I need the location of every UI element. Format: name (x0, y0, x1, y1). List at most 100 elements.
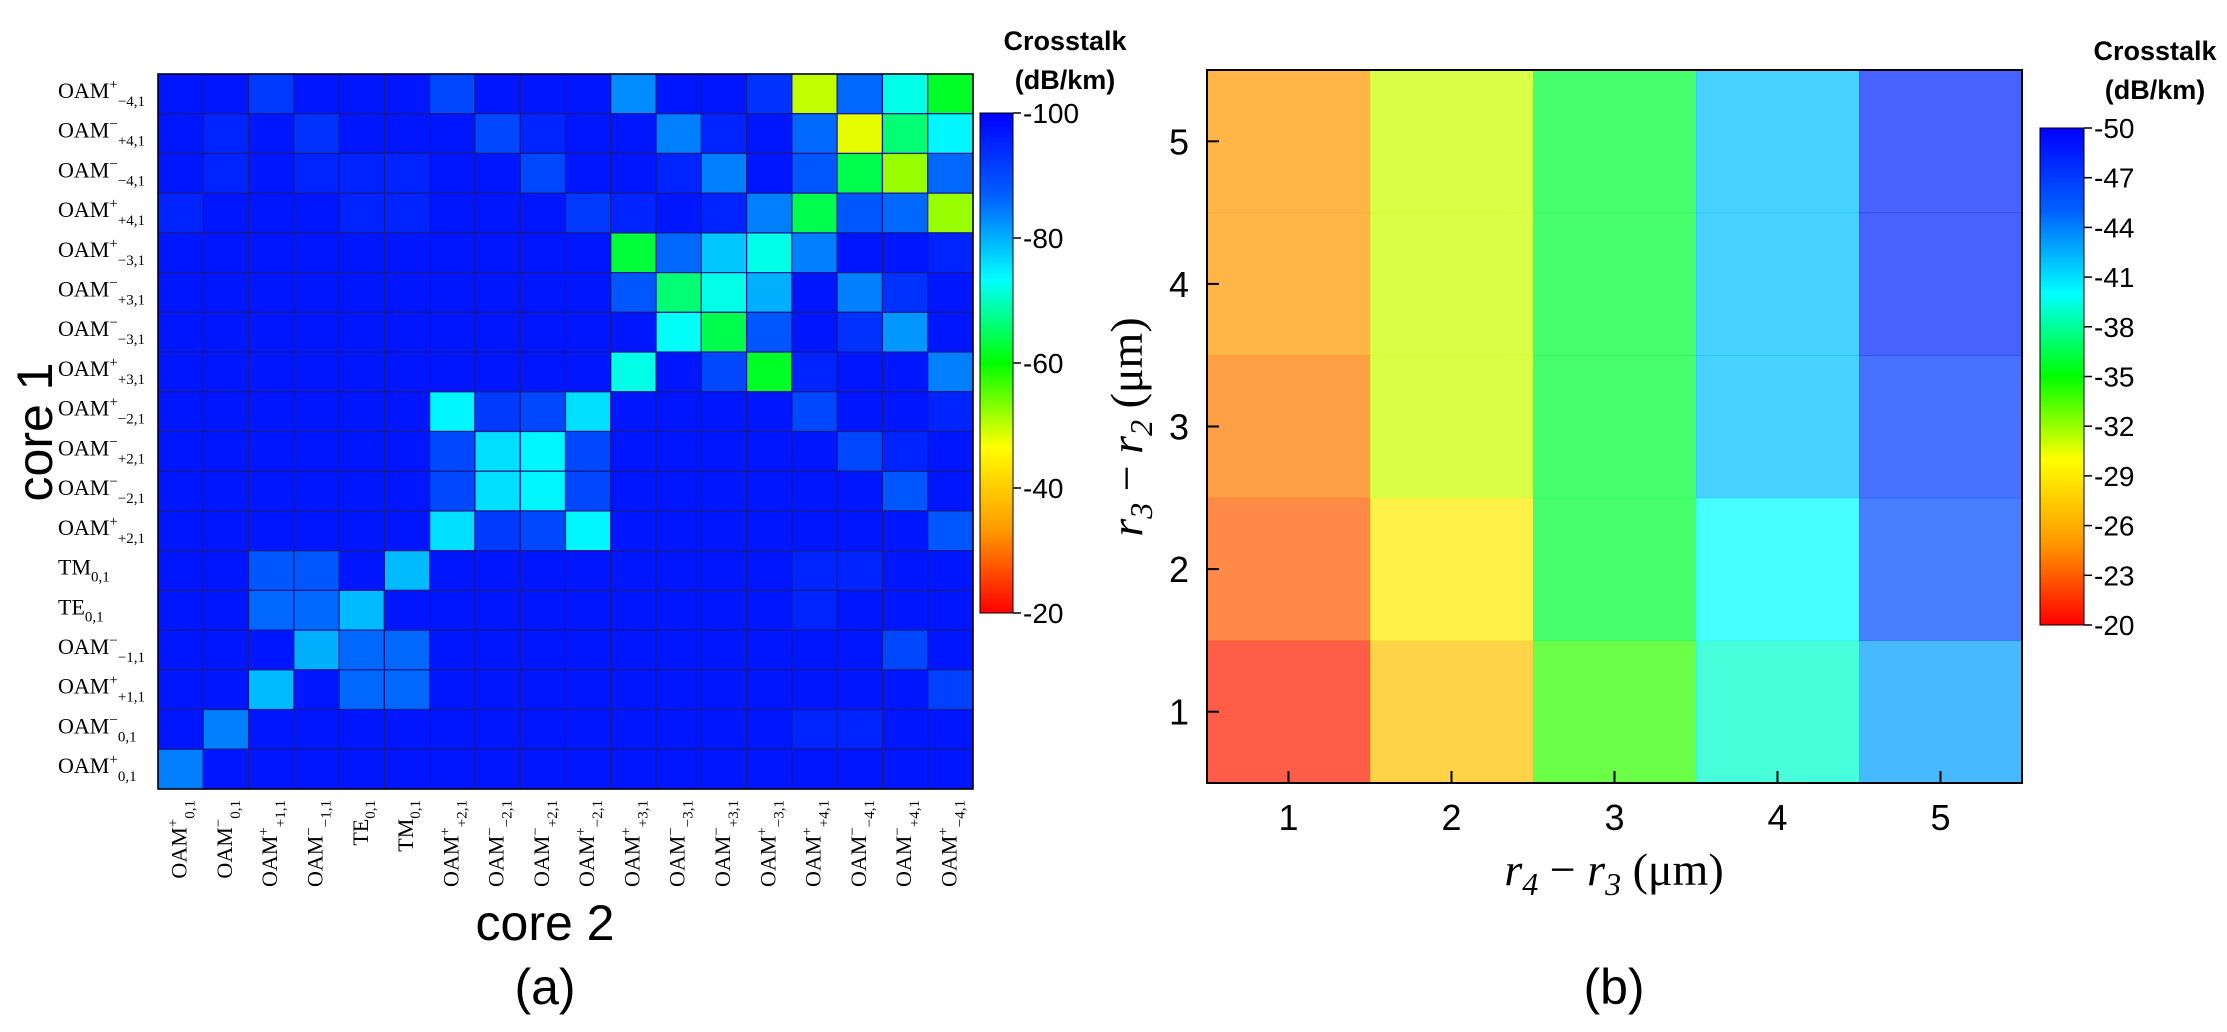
heatmap-a-cell (293, 351, 340, 393)
heatmap-a-cell (247, 510, 295, 552)
heatmap-a-cell (429, 391, 476, 433)
heatmap-a-cell (610, 708, 657, 750)
heatmap-a-cell (700, 748, 748, 790)
heatmap-a-cell (157, 430, 204, 472)
heatmap-a-cell (610, 589, 657, 631)
heatmap-a-cell (157, 192, 204, 234)
heatmap-a-cell (746, 708, 793, 750)
heatmap-a-cell (655, 708, 702, 750)
heatmap-a-cell (881, 311, 929, 353)
heatmap-a-cell (157, 748, 204, 790)
heatmap-a-cell (202, 391, 250, 433)
panel-b: 1 2 3 4 5 1 2 3 4 5 r4 − r3 (μm) r3 − r2 (μm) (b)… (1101, 36, 2218, 1015)
heatmap-a-cell (791, 510, 838, 552)
x-tick-label-a: OAM−−1,1 (301, 800, 334, 887)
heatmap-a-cell (791, 550, 838, 591)
heatmap-a-cell (293, 232, 340, 274)
heatmap-a-cell (247, 232, 295, 274)
heatmap-a-cell (927, 669, 974, 711)
colorbar-b-tick-label: -38 (2094, 312, 2134, 343)
heatmap-a-cell (791, 391, 838, 433)
heatmap-a-cell (338, 192, 385, 234)
colorbar-a: Crosstalk (dB/km) -100 -80 -60 -40 -20 (979, 26, 1128, 629)
heatmap-a-cell (247, 351, 295, 393)
heatmap-a-cell (247, 748, 295, 790)
heatmap-a-cell (746, 430, 793, 472)
heatmap-a-cell (519, 311, 567, 353)
heatmap-a-cell (202, 430, 250, 472)
heatmap-a-cell (474, 311, 521, 353)
y-tick-label-a: OAM++3,1 (58, 355, 145, 388)
heatmap-a-cell (247, 430, 295, 472)
heatmap-a-cell (383, 152, 431, 194)
heatmap-a-cell (429, 232, 476, 274)
heatmap-a-cell (746, 192, 793, 234)
heatmap-a-cell (700, 629, 748, 671)
heatmap-a-cell (293, 192, 340, 234)
heatmap-a-cell (293, 73, 340, 115)
heatmap-a-cell (519, 550, 567, 591)
y-tick-label-a: OAM++4,1 (58, 196, 145, 229)
heatmap-a-cell (927, 73, 974, 115)
heatmap-a-cell (564, 232, 612, 274)
heatmap-a-cell (519, 351, 567, 393)
heatmap-a-cell (927, 708, 974, 750)
heatmap-a-cell (610, 232, 657, 274)
heatmap-a-cell (519, 113, 567, 155)
heatmap-a-cell (519, 152, 567, 194)
heatmap-a-cell (836, 550, 884, 591)
heatmap-a-cell (927, 192, 974, 234)
heatmap-a-cell (881, 589, 929, 631)
heatmap-a-cell (519, 391, 567, 433)
heatmap-a-cell (746, 669, 793, 711)
heatmap-a-cell (791, 311, 838, 353)
heatmap-a-cell (746, 470, 793, 512)
heatmap-a-cell (655, 232, 702, 274)
heatmap-a-cell (293, 708, 340, 750)
heatmap-a-cell (293, 669, 340, 711)
heatmap-a-cell (746, 311, 793, 353)
heatmap-a-cell (610, 311, 657, 353)
heatmap-a-cell (836, 391, 884, 433)
heatmap-a-cell (746, 550, 793, 591)
x-tick-label-a: OAM+−2,1 (573, 800, 606, 887)
heatmap-a-cell (157, 73, 204, 115)
x-tick-label-a: OAM−−3,1 (664, 800, 697, 887)
heatmap-a-cell (881, 113, 929, 155)
heatmap-a-cell (881, 629, 929, 671)
colorbar-b-tick-label: -26 (2094, 511, 2134, 542)
heatmap-a-cell (474, 232, 521, 274)
y-axis-title-a: core 1 (7, 363, 63, 502)
heatmap-a-cell (610, 351, 657, 393)
heatmap-a-cell (700, 510, 748, 552)
heatmap-a-cell (791, 232, 838, 274)
heatmap-a-cell (157, 152, 204, 194)
heatmap-b-cell (1533, 355, 1697, 499)
heatmap-a-cell (655, 470, 702, 512)
x-tick-label-b: 1 (1278, 797, 1298, 838)
heatmap-a-cell (338, 113, 385, 155)
heatmap-a-cell (791, 351, 838, 393)
heatmap-a-cell (338, 73, 385, 115)
heatmap-a-cell (881, 152, 929, 194)
colorbar-b-tick-label: -41 (2094, 262, 2134, 293)
heatmap-b-cell (1370, 70, 1534, 214)
y-tick-label-b: 3 (1169, 407, 1189, 448)
y-tick-label-a: OAM−+2,1 (58, 434, 145, 467)
heatmap-a-cell (338, 748, 385, 790)
heatmap-a-cell (429, 589, 476, 631)
heatmap-a-cell (429, 430, 476, 472)
colorbar-b-ticks: -50 -47 -44 -41 -38 -35 -32 -29 -26 -23 -20 (2084, 113, 2134, 641)
heatmap-a-cell (836, 311, 884, 353)
heatmap-a-cell (519, 629, 567, 671)
heatmap-a-cell (202, 113, 250, 155)
y-axis-title-b: r3 − r2 (μm) (1101, 317, 1159, 536)
heatmap-a-cell (157, 629, 204, 671)
x-tick-label-b: 5 (1930, 797, 1950, 838)
heatmap-a-cell (927, 629, 974, 671)
heatmap-a-cell (519, 430, 567, 472)
heatmap-a-cell (519, 73, 567, 115)
heatmap-a-cell (700, 232, 748, 274)
colorbar-b-gradient (2039, 127, 2085, 626)
